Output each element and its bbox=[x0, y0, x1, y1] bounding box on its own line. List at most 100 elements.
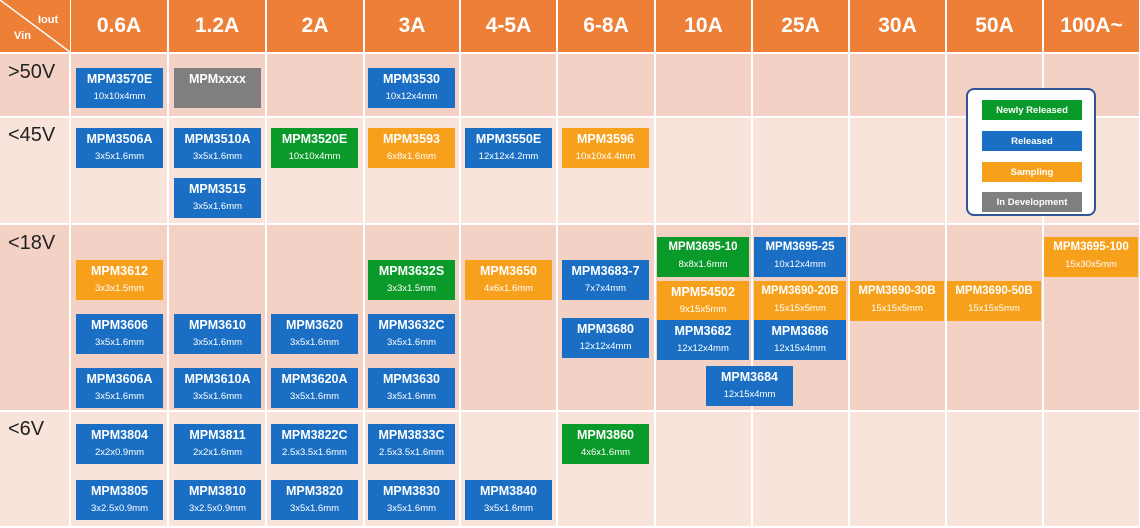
row-label-cell bbox=[0, 54, 69, 116]
package-size: 15x15x5mm bbox=[968, 302, 1020, 314]
package-size: 12x15x4mm bbox=[774, 342, 826, 354]
part-number: MPM3690-50B bbox=[955, 285, 1033, 297]
module-chip: MPM3695-10 8x8x1.6mm bbox=[657, 237, 749, 277]
row-label: <6V bbox=[8, 418, 45, 440]
part-number: MPM3506A bbox=[86, 132, 153, 146]
part-number: MPM3810 bbox=[189, 484, 246, 498]
package-size: 3x3x1.5mm bbox=[94, 282, 145, 294]
table-cell bbox=[1044, 412, 1139, 526]
part-number: MPM3690-20B bbox=[761, 285, 839, 297]
module-chip: MPM3695-100 15x30x5mm bbox=[1044, 237, 1138, 277]
package-size: 2.5x3.5x1.6mm bbox=[379, 446, 444, 458]
package-size: 3x5x1.6mm bbox=[192, 336, 243, 348]
package-size: 12x12x4mm bbox=[677, 342, 729, 354]
part-number: MPM3550E bbox=[475, 132, 542, 146]
package-size: 10x10x4mm bbox=[93, 90, 146, 102]
column-header: 6-8A bbox=[558, 0, 654, 52]
legend-released: Released bbox=[982, 131, 1082, 151]
part-number: MPM3840 bbox=[480, 484, 537, 498]
module-chip: MPM3510A 3x5x1.6mm bbox=[174, 128, 261, 168]
part-number: MPM3682 bbox=[674, 324, 732, 338]
package-size: 15x30x5mm bbox=[1065, 258, 1117, 270]
package-size: 10x12x4mm bbox=[385, 90, 438, 102]
module-chip: MPM3650 4x6x1.6mm bbox=[465, 260, 552, 300]
part-number: MPM3860 bbox=[577, 428, 634, 442]
package-size: 9x15x5mm bbox=[679, 303, 727, 315]
column-header: 10A bbox=[656, 0, 751, 52]
row-label: <45V bbox=[8, 124, 56, 146]
module-chip: MPM3805 3x2.5x0.9mm bbox=[76, 480, 163, 520]
legend-sampling: Sampling bbox=[982, 162, 1082, 182]
package-size: 15x15x5mm bbox=[871, 302, 923, 314]
package-size: 2.5x3.5x1.6mm bbox=[282, 446, 347, 458]
part-number: MPM3610 bbox=[189, 318, 246, 332]
row-label: <18V bbox=[8, 232, 56, 254]
part-number: MPM3596 bbox=[577, 132, 634, 146]
table-cell bbox=[947, 412, 1042, 526]
package-size: 8x8x1.6mm bbox=[678, 258, 728, 270]
module-chip: MPMxxxx bbox=[174, 68, 261, 108]
part-number: MPM3593 bbox=[383, 132, 440, 146]
table-cell bbox=[558, 225, 654, 410]
module-chip: MPM3811 2x2x1.6mm bbox=[174, 424, 261, 464]
table-cell bbox=[850, 412, 945, 526]
module-chip: MPM3612 3x3x1.5mm bbox=[76, 260, 163, 300]
package-size: 3x5x1.6mm bbox=[289, 502, 340, 514]
package-size: 2x2x1.6mm bbox=[192, 446, 243, 458]
part-number: MPM3805 bbox=[91, 484, 148, 498]
column-header: 3A bbox=[365, 0, 459, 52]
module-chip: MPM3682 12x12x4mm bbox=[657, 320, 749, 360]
part-number: MPM3530 bbox=[383, 72, 440, 86]
part-number: MPM3632C bbox=[378, 318, 445, 332]
module-chip: MPM54502 9x15x5mm bbox=[657, 281, 749, 321]
part-number: MPM3811 bbox=[189, 428, 246, 442]
table-cell bbox=[656, 54, 751, 116]
module-chip: MPM3695-25 10x12x4mm bbox=[754, 237, 846, 277]
part-number: MPM3606 bbox=[91, 318, 148, 332]
package-size: 3x5x1.6mm bbox=[386, 390, 437, 402]
package-size: 3x5x1.6mm bbox=[94, 150, 145, 162]
module-chip: MPM3810 3x2.5x0.9mm bbox=[174, 480, 261, 520]
column-header: 4-5A bbox=[461, 0, 556, 52]
table-cell bbox=[753, 412, 848, 526]
package-size: 3x5x1.6mm bbox=[289, 336, 340, 348]
module-chip: MPM3684 12x15x4mm bbox=[706, 366, 793, 406]
iout-label: Iout bbox=[38, 14, 59, 26]
module-chip: MPM3804 2x2x0.9mm bbox=[76, 424, 163, 464]
column-header: 2A bbox=[267, 0, 363, 52]
corner-header: Iout Vin bbox=[0, 0, 70, 52]
module-chip: MPM3683-7 7x7x4mm bbox=[562, 260, 649, 300]
part-number: MPM3510A bbox=[184, 132, 251, 146]
column-header: 1.2A bbox=[169, 0, 265, 52]
package-size: 3x2.5x0.9mm bbox=[188, 502, 247, 514]
table-cell bbox=[558, 54, 654, 116]
column-header: 30A bbox=[850, 0, 945, 52]
module-chip: MPM3833C 2.5x3.5x1.6mm bbox=[368, 424, 455, 464]
package-size: 12x12x4mm bbox=[579, 340, 632, 352]
module-chip: MPM3620 3x5x1.6mm bbox=[271, 314, 358, 354]
package-size: 3x5x1.6mm bbox=[386, 502, 437, 514]
module-chip: MPM3606 3x5x1.6mm bbox=[76, 314, 163, 354]
module-chip: MPM3593 6x8x1.6mm bbox=[368, 128, 455, 168]
part-number: MPM3804 bbox=[91, 428, 148, 442]
module-chip: MPM3690-30B 15x15x5mm bbox=[850, 281, 944, 321]
module-chip: MPM3822C 2.5x3.5x1.6mm bbox=[271, 424, 358, 464]
status-legend: Newly Released Released Sampling In Deve… bbox=[966, 88, 1096, 216]
module-chip: MPM3610 3x5x1.6mm bbox=[174, 314, 261, 354]
column-header: 50A bbox=[947, 0, 1042, 52]
module-chip: MPM3610A 3x5x1.6mm bbox=[174, 368, 261, 408]
module-chip: MPM3520E 10x10x4mm bbox=[271, 128, 358, 168]
table-cell bbox=[461, 225, 556, 410]
module-chip: MPM3506A 3x5x1.6mm bbox=[76, 128, 163, 168]
row-label-cell bbox=[0, 412, 69, 526]
part-number: MPM3820 bbox=[286, 484, 343, 498]
module-chip: MPM3860 4x6x1.6mm bbox=[562, 424, 649, 464]
part-number: MPM3612 bbox=[91, 264, 148, 278]
module-chip: MPM3820 3x5x1.6mm bbox=[271, 480, 358, 520]
vin-label: Vin bbox=[14, 30, 31, 42]
part-number: MPM3695-100 bbox=[1053, 241, 1129, 253]
part-number: MPM3570E bbox=[86, 72, 153, 86]
module-chip: MPM3840 3x5x1.6mm bbox=[465, 480, 552, 520]
part-number: MPM3684 bbox=[721, 370, 778, 384]
module-chip: MPM3550E 12x12x4.2mm bbox=[465, 128, 552, 168]
